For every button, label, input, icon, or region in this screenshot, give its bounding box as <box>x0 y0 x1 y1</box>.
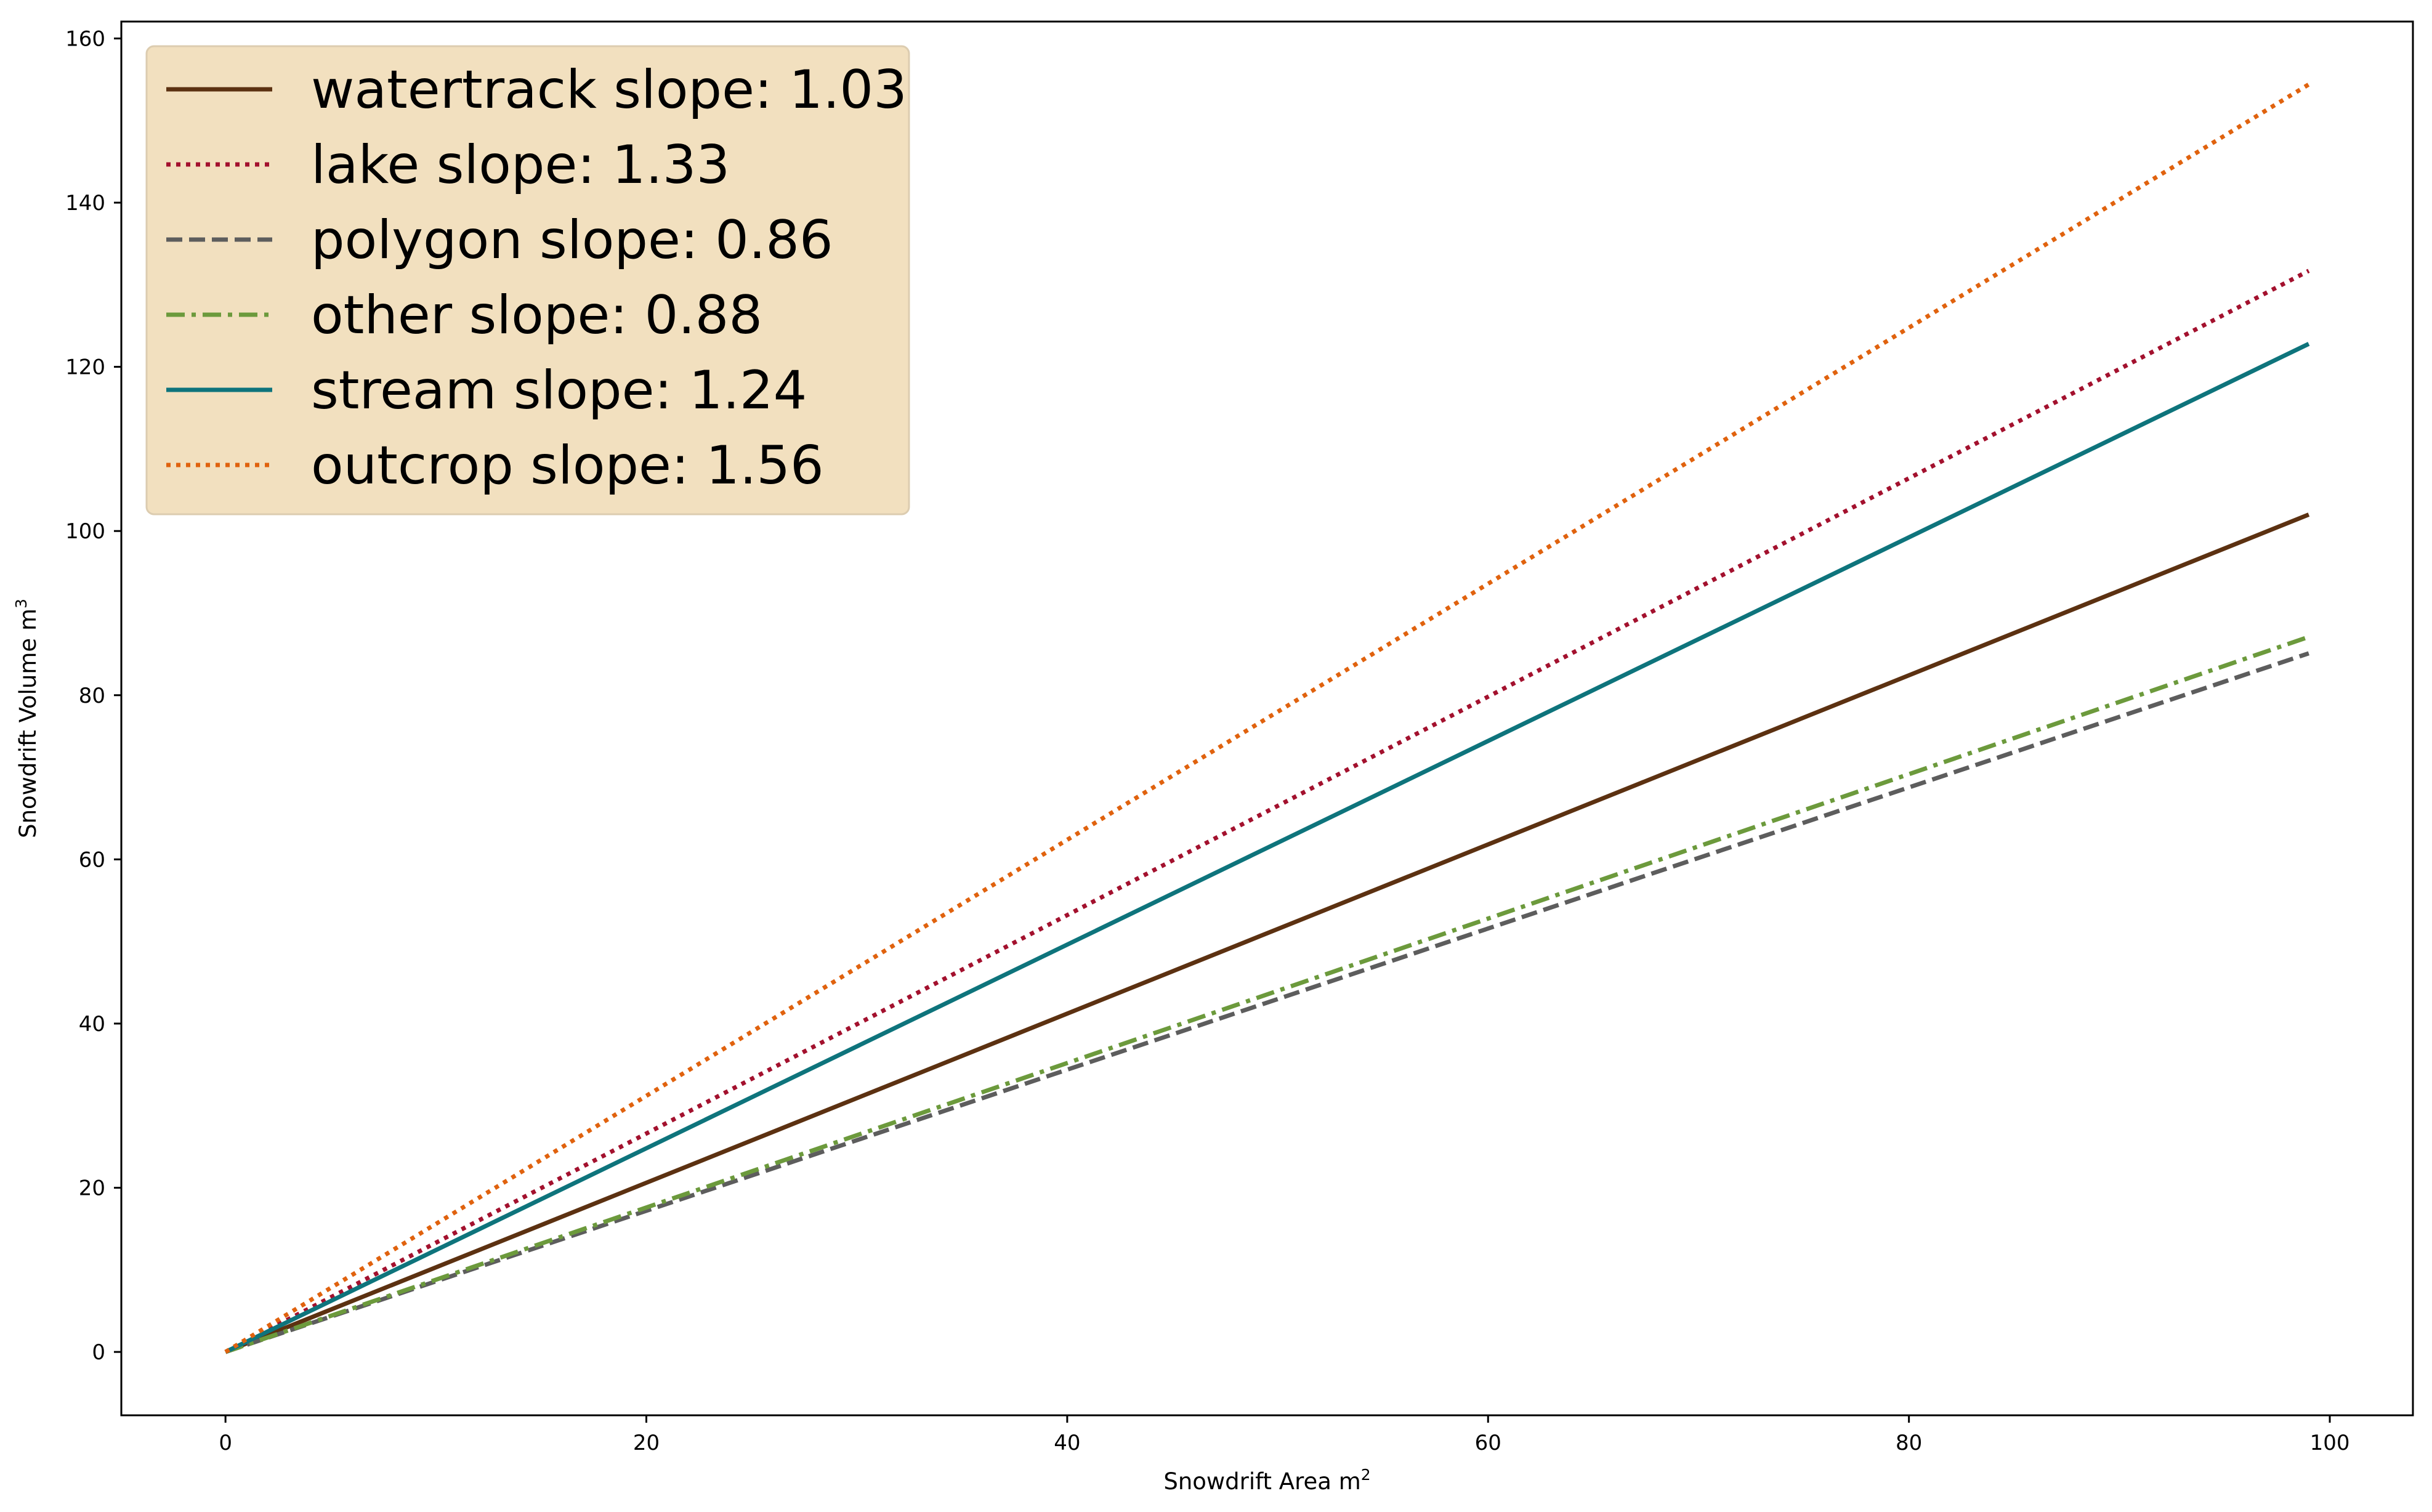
series-line-3 <box>225 634 2309 1354</box>
plot-lines <box>224 83 2310 1354</box>
y-axis-title-text: Snowdrift Volume m <box>15 608 41 838</box>
series-line-0 <box>224 512 2310 1354</box>
series-line-4 <box>224 342 2310 1354</box>
x-tick-label: 100 <box>2310 1431 2350 1455</box>
series-line-2 <box>225 651 2309 1354</box>
legend-label-0: watertrack slope: 1.03 <box>311 59 907 121</box>
y-tick-label: 40 <box>79 1012 105 1037</box>
legend-label-1: lake slope: 1.33 <box>311 134 730 196</box>
y-tick-label: 60 <box>79 847 105 872</box>
y-tick-label: 100 <box>65 519 105 544</box>
y-tick-label: 140 <box>65 191 105 216</box>
x-axis-title: Snowdrift Area m2 <box>1163 1466 1370 1495</box>
legend-label-2: polygon slope: 0.86 <box>311 209 833 271</box>
x-tick-label: 20 <box>633 1431 660 1455</box>
x-axis-ticks: 0 20 40 60 80 100 <box>219 1415 2349 1455</box>
y-axis-ticks: 0 20 40 60 80 100 120 140 160 <box>65 26 121 1365</box>
x-tick-label: 0 <box>219 1431 232 1455</box>
y-axis-title: Snowdrift Volume m3 <box>12 599 41 838</box>
x-tick-label: 60 <box>1475 1431 1501 1455</box>
y-tick-label: 0 <box>92 1340 105 1365</box>
x-axis-title-text: Snowdrift Area m <box>1163 1468 1360 1495</box>
x-axis-title-superscript: 2 <box>1361 1466 1371 1484</box>
x-tick-label: 80 <box>1896 1431 1922 1455</box>
legend-box <box>145 45 910 515</box>
legend-label-3: other slope: 0.88 <box>311 285 762 346</box>
x-tick-label: 40 <box>1054 1431 1080 1455</box>
y-tick-label: 80 <box>79 684 105 708</box>
series-line-1 <box>224 269 2310 1354</box>
plot-frame <box>120 20 2414 1417</box>
series-line-5 <box>224 83 2310 1354</box>
y-tick-label: 120 <box>65 355 105 380</box>
legend-label-4: stream slope: 1.24 <box>311 360 807 421</box>
y-tick-label: 20 <box>79 1176 105 1201</box>
y-tick-label: 160 <box>65 26 105 51</box>
legend-label-5: outcrop slope: 1.56 <box>311 435 824 496</box>
y-axis-title-superscript: 3 <box>12 599 30 608</box>
legend: watertrack slope: 1.03 lake slope: 1.33 po… <box>145 45 910 515</box>
